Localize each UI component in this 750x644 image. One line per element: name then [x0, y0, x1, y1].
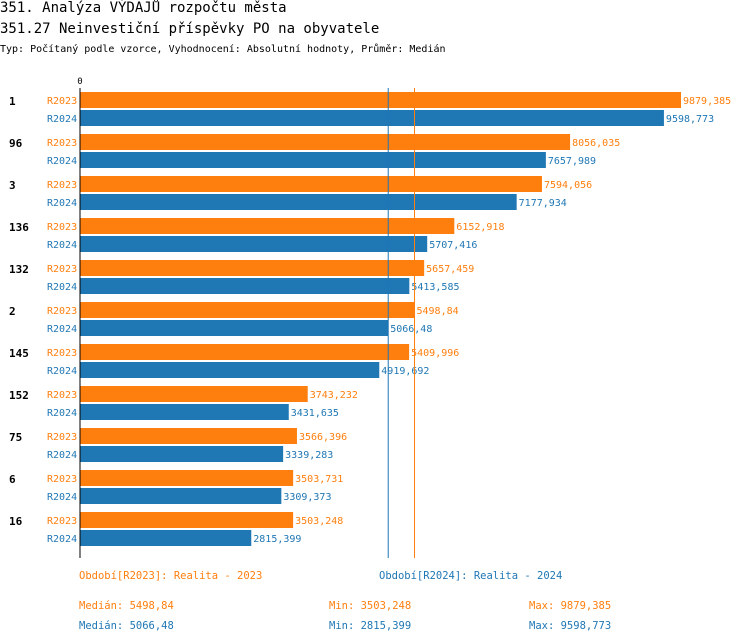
category-label: 1 [9, 95, 16, 108]
series-label: R2023 [47, 138, 77, 149]
category-label: 16 [9, 515, 23, 528]
series-label: R2023 [47, 390, 77, 401]
series-label: R2024 [47, 408, 77, 419]
series-label: R2023 [47, 474, 77, 485]
series-label: R2023 [47, 348, 77, 359]
category-label: 6 [9, 473, 16, 486]
value-label: 3339,283 [285, 450, 333, 461]
series-label: R2023 [47, 264, 77, 275]
value-label: 2815,399 [253, 534, 301, 545]
series-label: R2024 [47, 156, 77, 167]
value-label: 5498,84 [417, 306, 459, 317]
max-r2023: Max: 9879,385 [529, 600, 612, 612]
x-tick-label: 0 [77, 77, 82, 87]
chart-title: 351. Analýza VÝDAJŮ rozpočtu města [0, 0, 287, 16]
series-label: R2024 [47, 282, 77, 293]
bar-r2024 [80, 362, 380, 378]
median-r2024: Medián: 5066,48 [79, 620, 174, 632]
bar-r2023 [80, 512, 294, 528]
series-label: R2024 [47, 114, 77, 125]
series-label: R2023 [47, 222, 77, 233]
median-r2023: Medián: 5498,84 [79, 600, 174, 612]
category-label: 136 [9, 221, 29, 234]
category-label: 75 [9, 431, 22, 444]
value-label: 3503,248 [295, 516, 343, 527]
value-label: 6152,918 [456, 222, 504, 233]
bar-r2023 [80, 302, 415, 318]
category-label: 132 [9, 263, 29, 276]
bar-r2023 [80, 428, 297, 444]
bar-r2023 [80, 218, 455, 234]
bar-r2024 [80, 152, 546, 168]
min-r2024: Min: 2815,399 [329, 620, 412, 632]
value-label: 4919,692 [381, 366, 429, 377]
bar-r2024 [80, 320, 389, 336]
value-label: 5413,585 [411, 282, 459, 293]
value-label: 7657,989 [548, 156, 596, 167]
chart-parameters: Typ: Počítaný podle vzorce, Vyhodnocení:… [0, 44, 446, 55]
category-label: 152 [9, 389, 29, 402]
bar-r2024 [80, 446, 284, 462]
bar-r2024 [80, 236, 428, 252]
bar-chart: 0 1 R2023 9879,385 R2024 9598,773 96 R2023 8056,… [9, 77, 731, 558]
bar-r2023 [80, 386, 308, 402]
value-label: 5657,459 [426, 264, 474, 275]
value-label: 9879,385 [683, 96, 731, 107]
series-label: R2023 [47, 432, 77, 443]
bar-r2024 [80, 488, 282, 504]
bar-r2024 [80, 530, 252, 546]
category-label: 2 [9, 305, 16, 318]
value-label: 5707,416 [429, 240, 477, 251]
category-label: 145 [9, 347, 29, 360]
series-label: R2024 [47, 534, 77, 545]
series-label: R2024 [47, 366, 77, 377]
series-label: R2023 [47, 96, 77, 107]
series-label: R2024 [47, 198, 77, 209]
value-label: 3566,396 [299, 432, 347, 443]
bar-r2023 [80, 260, 425, 276]
value-label: 3743,232 [310, 390, 358, 401]
value-label: 8056,035 [572, 138, 620, 149]
bar-r2023 [80, 134, 571, 150]
min-r2023: Min: 3503,248 [329, 600, 412, 612]
category-label: 96 [9, 137, 23, 150]
series-label: R2024 [47, 240, 77, 251]
value-label: 3503,731 [295, 474, 343, 485]
bar-r2023 [80, 470, 294, 486]
value-label: 5409,996 [411, 348, 459, 359]
value-label: 7177,934 [519, 198, 567, 209]
legend-r2023: Období[R2023]: Realita - 2023 [79, 570, 263, 582]
series-label: R2024 [47, 492, 77, 503]
series-label: R2023 [47, 306, 77, 317]
bar-r2024 [80, 110, 664, 126]
value-label: 3309,373 [283, 492, 331, 503]
bar-r2023 [80, 344, 410, 360]
value-label: 9598,773 [666, 114, 714, 125]
bar-r2023 [80, 176, 542, 192]
value-label: 3431,635 [291, 408, 339, 419]
legend-r2024: Období[R2024]: Realita - 2024 [379, 570, 563, 582]
max-r2024: Max: 9598,773 [529, 620, 612, 632]
chart-subtitle: 351.27 Neinvestiční příspěvky PO na obyv… [0, 21, 380, 37]
bar-r2024 [80, 278, 410, 294]
bar-r2024 [80, 404, 289, 420]
category-label: 3 [9, 179, 16, 192]
series-label: R2023 [47, 516, 77, 527]
series-label: R2024 [47, 450, 77, 461]
series-label: R2023 [47, 180, 77, 191]
bar-r2024 [80, 194, 517, 210]
bar-r2023 [80, 92, 681, 108]
series-label: R2024 [47, 324, 77, 335]
value-label: 5066,48 [390, 324, 432, 335]
value-label: 7594,056 [544, 180, 592, 191]
